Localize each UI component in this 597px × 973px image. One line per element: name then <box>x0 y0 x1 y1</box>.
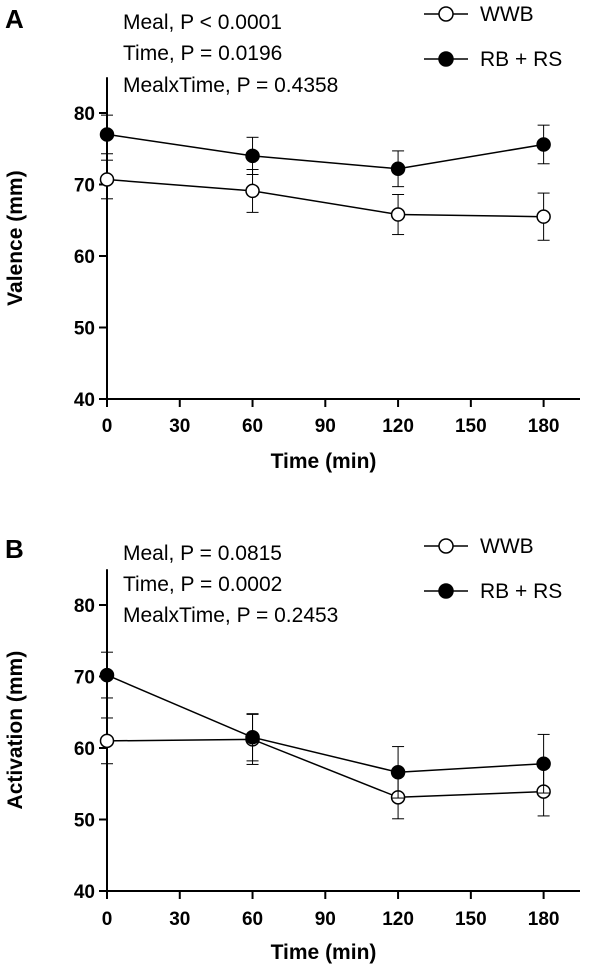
legend-open-circle-marker <box>438 6 454 22</box>
data-point-open <box>99 733 115 749</box>
y-tick-label: 40 <box>74 882 95 903</box>
legend-label: RB + RS <box>480 580 562 603</box>
data-point-open <box>536 209 551 224</box>
data-point-filled <box>390 765 406 780</box>
x-tick-label: 180 <box>528 416 560 437</box>
y-tick-label: 50 <box>74 319 95 340</box>
legend-open-circle-marker <box>438 538 454 554</box>
data-point-filled <box>390 161 406 177</box>
x-tick-label: 0 <box>102 909 113 930</box>
x-tick-label: 30 <box>169 909 190 930</box>
stat-line: Time, P = 0.0002 <box>123 573 282 596</box>
x-tick-label: 150 <box>455 909 487 930</box>
x-tick-label: 120 <box>382 416 414 437</box>
data-point-filled <box>245 148 260 164</box>
panel-A: A Meal, P < 0.0001 Time, P = 0.0196 MealxTi… <box>4 3 580 473</box>
series-line <box>106 178 544 218</box>
panel-B: B Meal, P = 0.0815 Time, P = 0.0002 MealxTi… <box>4 534 580 964</box>
y-tick-label: 40 <box>74 390 95 411</box>
data-point-open <box>390 207 406 222</box>
data-point-filled <box>536 137 551 152</box>
stat-line: Time, P = 0.0196 <box>123 42 282 65</box>
legend-label: WWB <box>480 535 534 558</box>
x-axis-title: Time (min) <box>271 941 377 964</box>
data-point-filled <box>536 756 551 771</box>
y-tick-label: 70 <box>74 668 95 689</box>
series-line <box>106 674 544 774</box>
x-tick-label: 180 <box>528 909 560 930</box>
y-tick-label: 60 <box>74 247 95 268</box>
data-point-filled <box>99 667 115 683</box>
y-axis-title: Activation (mm) <box>4 651 27 810</box>
series-line <box>106 738 544 799</box>
series-line <box>106 133 544 170</box>
x-tick-label: 90 <box>315 416 336 437</box>
x-tick-label: 60 <box>242 909 263 930</box>
data-point-filled <box>99 127 115 142</box>
x-tick-label: 150 <box>455 416 487 437</box>
y-tick-label: 80 <box>74 596 95 617</box>
stat-line: Meal, P < 0.0001 <box>123 11 282 34</box>
y-tick-label: 50 <box>74 811 95 832</box>
data-point-open <box>99 172 115 187</box>
x-tick-label: 60 <box>242 416 263 437</box>
stat-line: MealxTime, P = 0.4358 <box>123 74 338 97</box>
stat-line: Meal, P = 0.0815 <box>123 542 282 565</box>
y-tick-label: 70 <box>74 176 95 197</box>
stat-line: MealxTime, P = 0.2453 <box>123 604 338 627</box>
y-tick-label: 80 <box>74 104 95 125</box>
y-axis-title: Valence (mm) <box>4 170 27 305</box>
legend-label: WWB <box>480 3 534 26</box>
x-tick-label: 90 <box>315 909 336 930</box>
legend-label: RB + RS <box>480 48 562 71</box>
x-axis-title: Time (min) <box>271 450 377 473</box>
legend-filled-circle-marker <box>438 51 454 67</box>
legend-filled-circle-marker <box>438 583 454 599</box>
data-point-open <box>245 183 260 199</box>
panel-letter: B <box>5 534 24 564</box>
x-tick-label: 120 <box>382 909 414 930</box>
y-tick-label: 60 <box>74 739 95 760</box>
panel-letter: A <box>5 4 24 34</box>
x-tick-label: 0 <box>102 416 113 437</box>
data-point-filled <box>245 730 260 745</box>
x-tick-label: 30 <box>169 416 190 437</box>
